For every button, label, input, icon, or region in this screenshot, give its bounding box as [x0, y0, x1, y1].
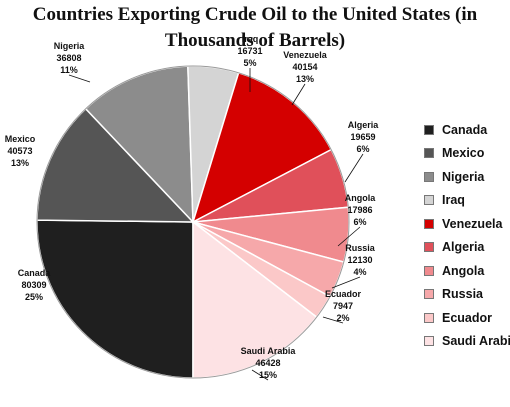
chart-title-line-1: Countries Exporting Crude Oil to the Uni… [32, 4, 478, 25]
slice-label-saudi-arabia: Saudi Arabia 46428 15% [241, 346, 297, 380]
legend-item-mexico: Mexico [424, 142, 510, 166]
legend-label-canada: Canada [442, 122, 488, 137]
legend-item-algeria: Algeria [424, 236, 510, 260]
pie-slices [36, 65, 350, 379]
legend-item-saudi-arabia: Saudi Arabia [424, 330, 510, 354]
leader-line-angola [337, 226, 361, 247]
slice-label-russia: Russia 12130 4% [345, 243, 376, 277]
legend-swatch-venezuela [424, 218, 434, 229]
slice-label-algeria: Algeria 19659 6% [348, 120, 380, 154]
pie-outline [36, 65, 350, 379]
legend-item-russia: Russia [424, 283, 510, 307]
chart-title: Countries Exporting Crude Oil to the Uni… [0, 2, 510, 54]
legend-item-iraq: Iraq [424, 189, 510, 213]
legend-label-angola: Angola [442, 263, 485, 278]
leader-line-saudi-arabia [251, 369, 269, 381]
legend-label-iraq: Iraq [442, 193, 465, 208]
legend-swatch-ecuador [424, 312, 434, 323]
legend-swatch-algeria [424, 242, 434, 253]
slice-label-angola: Angola 17986 6% [345, 193, 376, 227]
legend-swatch-saudi-arabia [424, 336, 434, 347]
legend-swatch-mexico [424, 148, 434, 159]
legend-label-saudi-arabia: Saudi Arabia [442, 334, 510, 349]
legend-label-russia: Russia [442, 287, 483, 302]
legend-item-venezuela: Venezuela [424, 212, 510, 236]
legend-label-nigeria: Nigeria [442, 169, 485, 184]
leader-line-algeria [344, 153, 364, 183]
slice-label-ecuador: Ecuador 7947 2% [325, 289, 362, 323]
slice-label-venezuela: Venezuela 40154 13% [283, 50, 328, 84]
leader-line-venezuela [291, 83, 306, 106]
legend-label-mexico: Mexico [442, 146, 485, 161]
slice-label-canada: Canada 80309 25% [18, 268, 52, 302]
legend-swatch-nigeria [424, 171, 434, 182]
legend: Canada Mexico Nigeria Iraq Venezuela Algeria A… [424, 118, 510, 353]
chart-title-line-2: Thousands of Barrels) [164, 30, 346, 51]
slice-label-nigeria: Nigeria 36808 11% [54, 41, 86, 75]
slice-label-mexico: Mexico 40573 13% [5, 134, 36, 168]
legend-label-venezuela: Venezuela [442, 216, 503, 231]
leader-line-nigeria [68, 74, 91, 83]
legend-label-algeria: Algeria [442, 240, 485, 255]
legend-item-canada: Canada [424, 118, 510, 142]
legend-item-ecuador: Ecuador [424, 306, 510, 330]
legend-item-angola: Angola [424, 259, 510, 283]
leader-line-ecuador [322, 316, 344, 324]
leader-line-russia [331, 276, 361, 289]
pie-slice-canada [36, 219, 194, 379]
legend-swatch-canada [424, 124, 434, 135]
legend-label-ecuador: Ecuador [442, 310, 493, 325]
legend-swatch-angola [424, 265, 434, 276]
legend-swatch-russia [424, 289, 434, 300]
slice-label-iraq: Iraq 16731 5% [237, 34, 262, 68]
legend-item-nigeria: Nigeria [424, 165, 510, 189]
legend-swatch-iraq [424, 195, 434, 206]
